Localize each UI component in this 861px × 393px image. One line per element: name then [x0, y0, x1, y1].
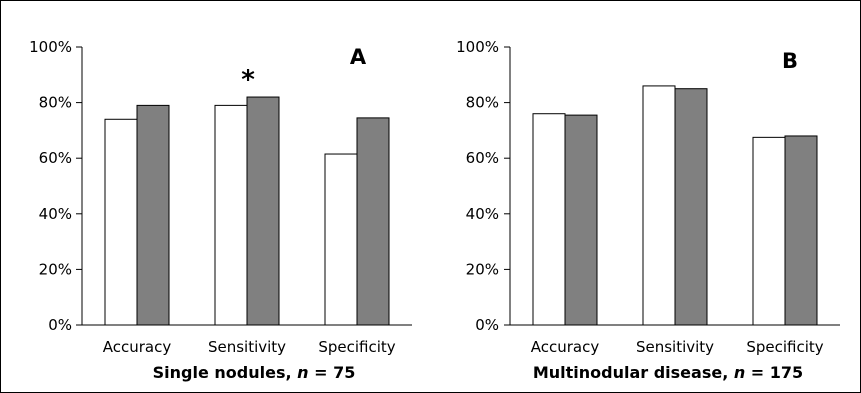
panel-b-ytick-label: 100%	[456, 38, 499, 56]
panel-a-caption-suffix: = 75	[309, 363, 356, 382]
panel-a-category-label: Sensitivity	[208, 338, 286, 356]
panel-a-caption-n: n	[297, 363, 308, 382]
panel-b-caption-prefix: Multinodular disease,	[533, 363, 734, 382]
panel-b-category-label: Sensitivity	[636, 338, 714, 356]
panel-b-bar-sensitivity-series-1	[642, 85, 676, 326]
panel-a-bar-accuracy-series-2	[136, 104, 170, 326]
panel-a-ytick-label: 40%	[39, 205, 72, 223]
panel-b-caption-n: n	[734, 363, 745, 382]
panel-b-caption-suffix: = 175	[745, 363, 803, 382]
panel-b-bar-sensitivity-series-2	[674, 88, 708, 326]
panel-a-category-label: Accuracy	[103, 338, 172, 356]
panel-b-bar-accuracy-series-1	[532, 113, 566, 326]
panel-a-bar-sensitivity-series-2	[246, 96, 280, 326]
panel-b-ytick-label: 40%	[466, 205, 499, 223]
panel-b-ytick-label: 60%	[466, 149, 499, 167]
panel-a-bar-specificity-series-2	[356, 117, 390, 326]
panel-b-ytick-label: 20%	[466, 260, 499, 278]
panel-a-ytick-label: 80%	[39, 94, 72, 112]
panel-a-category-label: Specificity	[318, 338, 395, 356]
panel-a-label: A	[350, 45, 367, 69]
panel-b-ytick-label: 0%	[475, 316, 499, 334]
panel-a: A * Single nodules, n = 75 0% 20% 40% 60% 80…	[29, 38, 412, 382]
panel-b-caption: Multinodular disease, n = 175	[533, 363, 803, 382]
panel-a-ytick-label: 60%	[39, 149, 72, 167]
panel-a-significance-asterisk: *	[241, 65, 255, 95]
panel-a-ytick-label: 0%	[48, 316, 72, 334]
panel-b-category-label: Accuracy	[531, 338, 600, 356]
panel-a-caption: Single nodules, n = 75	[153, 363, 356, 382]
panel-a-ytick-label: 20%	[39, 260, 72, 278]
panel-a-bar-specificity-series-1	[324, 153, 358, 326]
panel-a-bar-sensitivity-series-1	[214, 104, 248, 326]
panel-b: B Multinodular disease, n = 175 0% 20% 40%…	[456, 38, 840, 382]
panel-b-bar-accuracy-series-2	[564, 114, 598, 326]
panel-a-bar-accuracy-series-1	[104, 118, 138, 326]
panel-a-caption-prefix: Single nodules,	[153, 363, 298, 382]
panel-b-bar-specificity-series-1	[752, 136, 786, 326]
panel-a-ytick-label: 100%	[29, 38, 72, 56]
panel-b-label: B	[782, 49, 798, 73]
panel-b-category-label: Specificity	[746, 338, 823, 356]
panel-b-ytick-label: 80%	[466, 94, 499, 112]
panel-b-bar-specificity-series-2	[784, 135, 818, 326]
